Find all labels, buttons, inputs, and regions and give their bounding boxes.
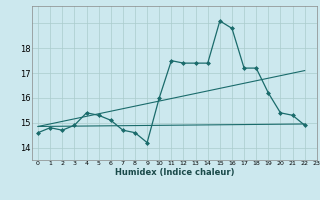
X-axis label: Humidex (Indice chaleur): Humidex (Indice chaleur) xyxy=(115,168,234,177)
